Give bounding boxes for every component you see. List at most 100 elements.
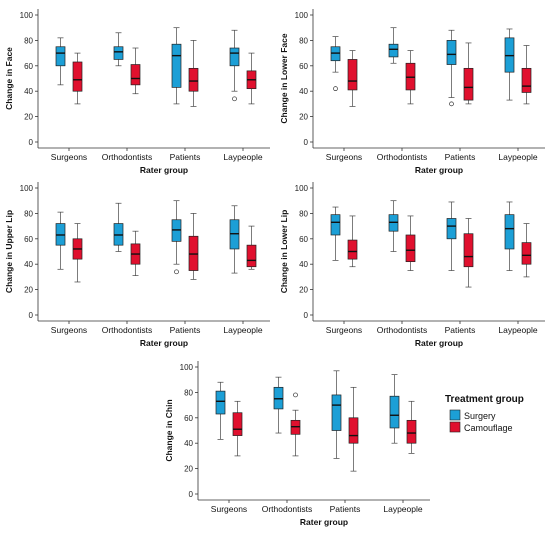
y-tick-label: 40 [299, 87, 308, 96]
y-axis-label: Change in Face [4, 47, 14, 110]
outlier-point [174, 269, 179, 275]
legend-label-camouflage: Camouflage [464, 423, 513, 433]
y-tick-label: 80 [184, 388, 193, 397]
outlier-point [232, 96, 237, 102]
x-tick-label: Laypeople [383, 504, 423, 514]
chart-panel: 0 20 40 60 80 100 Change in Upper Lip Rater gro… [4, 182, 270, 348]
legend-swatch-surgery [449, 409, 461, 421]
x-tick-label: Orthodontists [262, 504, 313, 514]
y-tick-label: 80 [24, 36, 33, 45]
y-tick-label: 0 [29, 138, 34, 147]
x-tick-label: Surgeons [51, 152, 87, 162]
box-surgery [171, 43, 182, 88]
y-tick-label: 20 [299, 113, 308, 122]
x-axis-label: Rater group [140, 338, 188, 348]
x-tick-label: Patients [330, 504, 361, 514]
x-tick-label: Patients [445, 325, 476, 335]
y-axis-label: Change in Lower Face [279, 33, 289, 123]
chart-panel: 0 20 40 60 80 100 Change in Chin Rater group Sur… [164, 361, 430, 527]
y-tick-label: 0 [29, 311, 34, 320]
box-surgery [113, 46, 124, 60]
y-tick-label: 40 [24, 260, 33, 269]
x-tick-label: Surgeons [211, 504, 247, 514]
box-camouflage [521, 67, 532, 93]
y-tick-label: 80 [24, 209, 33, 218]
x-axis-label: Rater group [140, 165, 188, 175]
y-tick-label: 60 [299, 235, 308, 244]
y-tick-label: 60 [299, 62, 308, 71]
y-tick-label: 20 [299, 286, 308, 295]
chart-panel: 0 20 40 60 80 100 Change in Lower Face Rater gr… [279, 9, 545, 175]
y-tick-label: 60 [24, 62, 33, 71]
y-tick-label: 100 [20, 184, 34, 193]
y-tick-label: 80 [299, 36, 308, 45]
box-camouflage [463, 233, 474, 268]
y-tick-label: 0 [304, 138, 309, 147]
x-axis-label: Rater group [415, 338, 463, 348]
legend-title: Treatment group [445, 394, 524, 405]
box-camouflage [232, 412, 243, 436]
box-surgery [388, 43, 399, 58]
y-tick-label: 100 [180, 363, 194, 372]
x-tick-label: Laypeople [498, 325, 538, 335]
box-surgery [446, 40, 457, 65]
y-tick-label: 40 [24, 87, 33, 96]
x-tick-label: Orthodontists [102, 325, 153, 335]
legend-swatch-camouflage [449, 421, 461, 433]
x-tick-label: Laypeople [223, 152, 263, 162]
y-tick-label: 100 [295, 11, 309, 20]
box-surgery [504, 214, 515, 250]
y-axis-label: Change in Upper Lip [4, 210, 14, 293]
box-surgery [229, 47, 240, 67]
y-tick-label: 20 [184, 465, 193, 474]
box-camouflage [406, 419, 417, 444]
y-axis-label: Change in Chin [164, 399, 174, 461]
x-tick-label: Surgeons [51, 325, 87, 335]
y-tick-label: 40 [299, 260, 308, 269]
box-surgery [446, 218, 457, 240]
x-tick-label: Patients [170, 325, 201, 335]
chart-panel: 0 20 40 60 80 100 Change in Face Rater group Sur… [4, 9, 270, 175]
legend-label-surgery: Surgery [464, 411, 496, 421]
chart-panel: 0 20 40 60 80 100 Change in Lower Lip Rater gro… [279, 182, 545, 348]
box-camouflage [72, 61, 83, 92]
legend: Treatment group Surgery Camouflage [445, 394, 524, 433]
x-tick-label: Patients [445, 152, 476, 162]
outlier-point [333, 86, 338, 92]
box-camouflage [130, 64, 141, 86]
x-tick-label: Orthodontists [102, 152, 153, 162]
box-camouflage [405, 234, 416, 263]
x-tick-label: Surgeons [326, 325, 362, 335]
box-camouflage [521, 242, 532, 265]
outlier-point [449, 101, 454, 107]
y-tick-label: 20 [24, 286, 33, 295]
x-axis-label: Rater group [300, 517, 348, 527]
y-tick-label: 60 [184, 414, 193, 423]
box-surgery [331, 394, 342, 431]
box-camouflage [347, 239, 358, 260]
x-axis-label: Rater group [415, 165, 463, 175]
y-tick-label: 80 [299, 209, 308, 218]
x-tick-label: Patients [170, 152, 201, 162]
box-camouflage [347, 59, 358, 91]
x-tick-label: Orthodontists [377, 152, 428, 162]
y-axis-label: Change in Lower Lip [279, 210, 289, 294]
box-surgery [389, 395, 400, 429]
x-tick-label: Laypeople [498, 152, 538, 162]
box-camouflage [348, 417, 359, 444]
y-tick-label: 20 [24, 113, 33, 122]
box-camouflage [463, 67, 474, 101]
box-surgery [55, 46, 66, 67]
box-camouflage [246, 244, 257, 268]
y-tick-label: 0 [304, 311, 309, 320]
box-surgery [330, 214, 341, 236]
box-surgery [215, 390, 226, 415]
x-tick-label: Laypeople [223, 325, 263, 335]
y-tick-label: 60 [24, 235, 33, 244]
y-tick-label: 0 [189, 490, 194, 499]
x-tick-label: Orthodontists [377, 325, 428, 335]
box-camouflage [188, 67, 199, 92]
y-tick-label: 40 [184, 439, 193, 448]
y-tick-label: 100 [295, 184, 309, 193]
